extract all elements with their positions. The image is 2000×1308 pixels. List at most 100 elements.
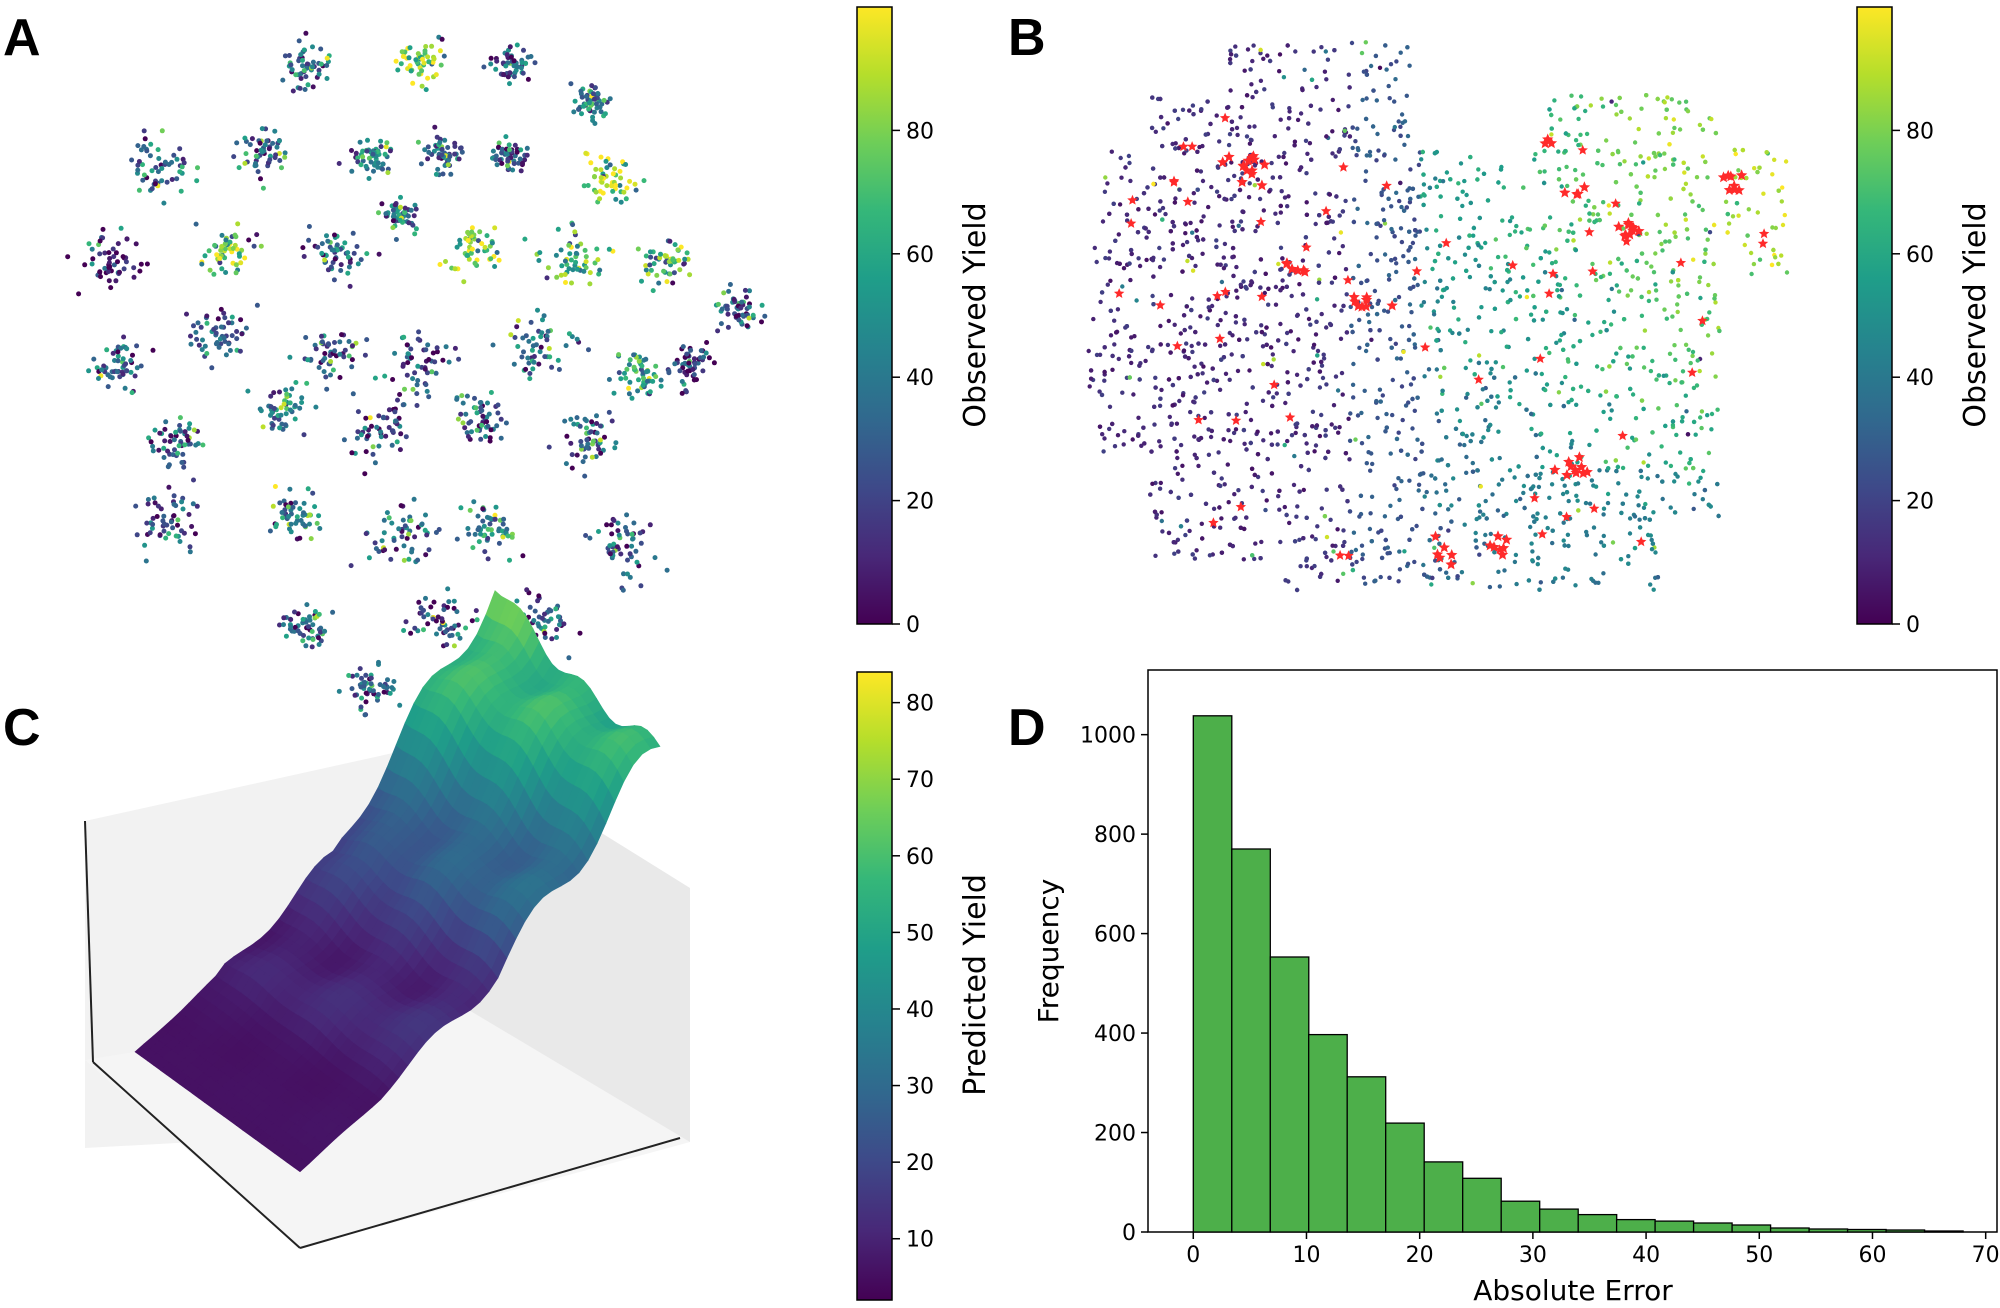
scatter-a-point <box>421 614 427 620</box>
scatter-b-point <box>1248 137 1254 142</box>
scatter-b-point <box>1603 459 1609 464</box>
scatter-b-point <box>1667 239 1672 244</box>
scatter-b-point <box>1780 222 1786 228</box>
scatter-b-point <box>1377 65 1383 71</box>
scatter-b-point <box>1263 507 1268 513</box>
scatter-b-point <box>1668 463 1674 469</box>
scatter-a-point <box>159 166 165 171</box>
scatter-a-point <box>390 377 396 382</box>
scatter-a-point <box>113 250 119 256</box>
colorbar-c-tick-label-5: 60 <box>906 845 934 870</box>
scatter-b-point <box>1183 532 1188 538</box>
scatter-b-point <box>1652 175 1657 180</box>
scatter-b-point <box>1588 103 1594 108</box>
scatter-a-point <box>437 140 443 145</box>
scatter-b-point <box>1627 116 1633 121</box>
scatter-b-point <box>1561 403 1567 409</box>
scatter-b-point <box>1202 415 1207 421</box>
scatter-b-point <box>1462 522 1467 527</box>
scatter-a-point <box>226 320 231 326</box>
scatter-a-point <box>330 609 336 615</box>
scatter-b-point <box>1169 421 1174 426</box>
scatter-b-point <box>1576 116 1581 122</box>
scatter-a-point <box>268 404 274 410</box>
scatter-a-point <box>218 324 224 330</box>
scatter-b-point <box>1172 466 1178 471</box>
scatter-b-point <box>1287 106 1292 111</box>
scatter-b-point <box>1393 157 1398 162</box>
scatter-a-point <box>658 377 664 383</box>
scatter-b-point <box>1319 311 1324 317</box>
scatter-b-point <box>1310 409 1316 414</box>
scatter-a-point <box>342 347 348 353</box>
scatter-b-point <box>1192 400 1197 405</box>
scatter-a-point <box>395 397 400 403</box>
scatter-b-point <box>1533 371 1538 376</box>
scatter-b-point <box>1653 251 1658 256</box>
scatter-b-point <box>1695 358 1700 363</box>
scatter-a-point <box>307 617 313 623</box>
scatter-b-point <box>1683 99 1689 104</box>
highlight-star <box>1268 379 1280 390</box>
scatter-b-point <box>1236 223 1241 228</box>
scatter-b-point <box>1464 433 1469 439</box>
scatter-a-point <box>199 347 205 353</box>
scatter-b-point <box>1653 550 1658 555</box>
scatter-b-point <box>1487 584 1493 590</box>
scatter-a-point <box>223 246 228 252</box>
scatter-b-point <box>1366 434 1371 440</box>
scatter-a-point <box>501 516 507 522</box>
scatter-a-point <box>739 299 745 305</box>
scatter-a-point <box>301 432 307 438</box>
scatter-a-point <box>490 148 496 154</box>
scatter-a-point <box>278 405 284 411</box>
scatter-b-point <box>1493 360 1499 365</box>
scatter-b-point <box>1653 282 1658 287</box>
scatter-b-point <box>1530 558 1535 563</box>
scatter-b-point <box>1267 58 1273 64</box>
scatter-b-point <box>1486 427 1491 433</box>
scatter-b-point <box>1519 230 1524 235</box>
scatter-b-point <box>1166 377 1172 382</box>
scatter-b-point <box>1421 562 1426 568</box>
scatter-b-point <box>1411 376 1416 381</box>
scatter-a-point <box>475 248 481 254</box>
scatter-b-point <box>1261 438 1266 443</box>
scatter-b-point <box>1269 160 1274 166</box>
colorbar-c-tick-label-3: 40 <box>906 998 934 1023</box>
scatter-b-point <box>1252 183 1258 188</box>
scatter-a-point <box>230 246 236 251</box>
scatter-b-point <box>1629 212 1634 217</box>
scatter-b-point <box>1298 165 1304 170</box>
scatter-b-point <box>1142 441 1147 446</box>
scatter-a-point <box>736 317 742 323</box>
scatter-a-point <box>324 55 330 61</box>
scatter-a-point <box>490 342 496 348</box>
scatter-b-point <box>1304 564 1310 569</box>
scatter-a-point <box>493 157 499 163</box>
scatter-a-point <box>574 336 580 342</box>
scatter-a-point <box>625 571 630 577</box>
scatter-b-point <box>1355 206 1360 211</box>
scatter-a-point <box>376 251 382 257</box>
scatter-b-point <box>1326 214 1332 219</box>
scatter-b-point <box>1591 212 1596 217</box>
scatter-b-point <box>1646 289 1652 295</box>
scatter-b-point <box>1190 230 1195 235</box>
scatter-a-point <box>423 552 429 558</box>
scatter-b-point <box>1363 40 1369 45</box>
scatter-a-point <box>279 165 284 171</box>
scatter-a-point <box>415 336 421 342</box>
scatter-b-point <box>1412 276 1417 281</box>
scatter-b-point <box>1644 231 1649 236</box>
scatter-a-point <box>365 433 371 439</box>
scatter-b-point <box>1601 506 1607 511</box>
scatter-a-point <box>561 621 567 627</box>
scatter-b-point <box>1434 411 1440 416</box>
scatter-a-point <box>403 619 409 625</box>
scatter-b-point <box>1364 72 1370 77</box>
scatter-b-point <box>1298 111 1304 116</box>
scatter-a-point <box>235 221 241 227</box>
scatter-a-point <box>161 445 167 451</box>
scatter-a-point <box>633 548 639 554</box>
